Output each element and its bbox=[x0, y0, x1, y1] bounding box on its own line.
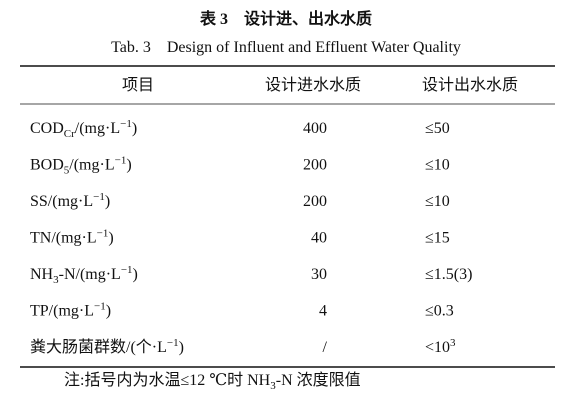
row-label: 粪大肠菌群数/(个·L−1​) bbox=[30, 337, 184, 356]
influent-value: 4 bbox=[319, 303, 327, 320]
row-label: TN/(mg·L−1​) bbox=[30, 228, 114, 247]
influent-value: / bbox=[323, 339, 328, 356]
text-sup: 3 bbox=[450, 337, 456, 349]
text-sup: −1 bbox=[121, 264, 133, 276]
note-run: 3 bbox=[270, 380, 276, 392]
text-run: ) bbox=[108, 230, 113, 247]
text-sub: Cr bbox=[64, 128, 75, 140]
row-label: SS/(mg·L−1​) bbox=[30, 191, 110, 210]
effluent-value: ≤1.5(3) bbox=[425, 266, 472, 283]
header-cell: 设计进水水质 bbox=[265, 76, 361, 94]
text-sup: −1 bbox=[93, 191, 105, 203]
text-run: -N/(mg·L bbox=[59, 266, 121, 283]
text-run: NH bbox=[30, 266, 54, 283]
effluent-value: ≤10 bbox=[425, 157, 450, 174]
text-run: TN/(mg·L bbox=[30, 230, 97, 247]
text-run: ) bbox=[106, 303, 111, 320]
text-sup: −1 bbox=[120, 118, 132, 130]
text-run: TP/(mg·L bbox=[30, 303, 94, 320]
influent-value: 200 bbox=[303, 193, 327, 210]
text-run: <10 bbox=[425, 339, 450, 356]
row-label: BOD5​/(mg·L−1​) bbox=[30, 155, 132, 177]
text-run: /(mg·L bbox=[75, 120, 120, 137]
influent-value: 40 bbox=[311, 230, 327, 247]
table-note: 注:括号内为水温≤12 ℃时 NH3​-N 浓度限值 bbox=[64, 371, 361, 392]
text-sub: 3 bbox=[53, 274, 59, 286]
text-run: ) bbox=[105, 193, 110, 210]
table-subtitle: Tab. 3 Design of Influent and Effluent W… bbox=[111, 39, 461, 56]
text-sup: −1 bbox=[167, 337, 179, 349]
text-run: ) bbox=[132, 120, 137, 137]
note-run: 注:括号内为水温≤12 ℃时 NH bbox=[64, 371, 271, 389]
text-sup: −1 bbox=[97, 228, 109, 240]
effluent-value: ≤50 bbox=[425, 120, 450, 137]
text-run: /(mg·L bbox=[69, 157, 114, 174]
note-run: -N 浓度限值 bbox=[276, 371, 361, 389]
text-run: ) bbox=[133, 266, 138, 283]
text-sup: −1 bbox=[115, 155, 127, 167]
text-sub: 5 bbox=[64, 165, 70, 177]
effluent-value: ≤0.3 bbox=[425, 303, 454, 320]
table-title: 表 3 设计进、出水水质 bbox=[199, 9, 372, 28]
row-label: CODCr​/(mg·L−1​) bbox=[30, 118, 137, 140]
effluent-value: ≤15 bbox=[425, 230, 450, 247]
text-run: ) bbox=[126, 157, 131, 174]
effluent-value: ≤10 bbox=[425, 193, 450, 210]
text-run: 粪大肠菌群数/(个·L bbox=[30, 338, 167, 356]
effluent-value: <103​ bbox=[425, 337, 456, 356]
text-run: BOD bbox=[30, 157, 64, 174]
influent-value: 200 bbox=[303, 157, 327, 174]
header-cell: 设计出水水质 bbox=[422, 76, 518, 94]
text-run: COD bbox=[30, 120, 64, 137]
text-run: SS/(mg·L bbox=[30, 193, 93, 210]
text-run: ) bbox=[179, 339, 184, 356]
row-label: NH3​-N/(mg·L−1​) bbox=[30, 264, 138, 286]
text-sup: −1 bbox=[94, 301, 106, 313]
row-label: TP/(mg·L−1​) bbox=[30, 301, 111, 320]
influent-value: 30 bbox=[311, 266, 327, 283]
header-cell: 项目 bbox=[122, 77, 154, 94]
influent-value: 400 bbox=[303, 120, 327, 137]
